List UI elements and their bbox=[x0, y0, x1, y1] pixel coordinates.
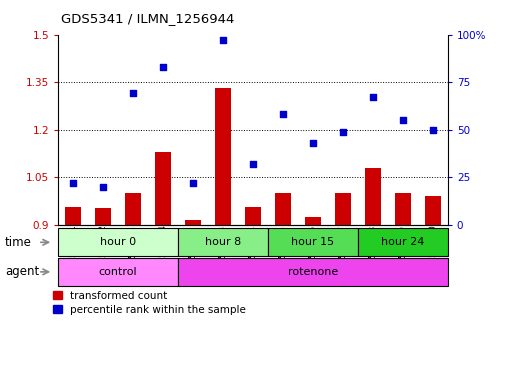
Text: control: control bbox=[98, 267, 137, 277]
Bar bbox=[244, 207, 261, 225]
Text: hour 15: hour 15 bbox=[291, 237, 334, 247]
Point bbox=[398, 117, 406, 123]
Point bbox=[338, 128, 346, 134]
Point bbox=[278, 111, 286, 118]
Bar bbox=[125, 193, 141, 225]
Point bbox=[69, 180, 77, 186]
Text: hour 24: hour 24 bbox=[380, 237, 424, 247]
Point bbox=[129, 90, 137, 96]
Text: time: time bbox=[5, 236, 32, 249]
Point bbox=[99, 184, 107, 190]
Point bbox=[189, 180, 197, 186]
Bar bbox=[178, 258, 447, 286]
Bar bbox=[357, 228, 447, 256]
Bar bbox=[274, 193, 291, 225]
Text: rotenone: rotenone bbox=[287, 267, 337, 277]
Bar bbox=[214, 88, 231, 225]
Text: agent: agent bbox=[5, 265, 39, 278]
Bar bbox=[155, 152, 171, 225]
Bar bbox=[58, 228, 178, 256]
Bar bbox=[178, 228, 268, 256]
Bar bbox=[268, 228, 357, 256]
Legend: transformed count, percentile rank within the sample: transformed count, percentile rank withi… bbox=[53, 291, 245, 315]
Bar bbox=[334, 193, 350, 225]
Bar bbox=[58, 258, 178, 286]
Text: GDS5341 / ILMN_1256944: GDS5341 / ILMN_1256944 bbox=[61, 12, 234, 25]
Point bbox=[159, 64, 167, 70]
Text: hour 8: hour 8 bbox=[205, 237, 241, 247]
Text: hour 0: hour 0 bbox=[100, 237, 136, 247]
Bar bbox=[424, 196, 440, 225]
Bar bbox=[184, 220, 201, 225]
Point bbox=[248, 161, 257, 167]
Bar bbox=[304, 217, 321, 225]
Point bbox=[219, 37, 227, 43]
Bar bbox=[95, 208, 111, 225]
Bar bbox=[364, 168, 380, 225]
Point bbox=[368, 94, 376, 100]
Bar bbox=[65, 207, 81, 225]
Point bbox=[308, 140, 316, 146]
Bar bbox=[394, 193, 410, 225]
Point bbox=[428, 127, 436, 133]
